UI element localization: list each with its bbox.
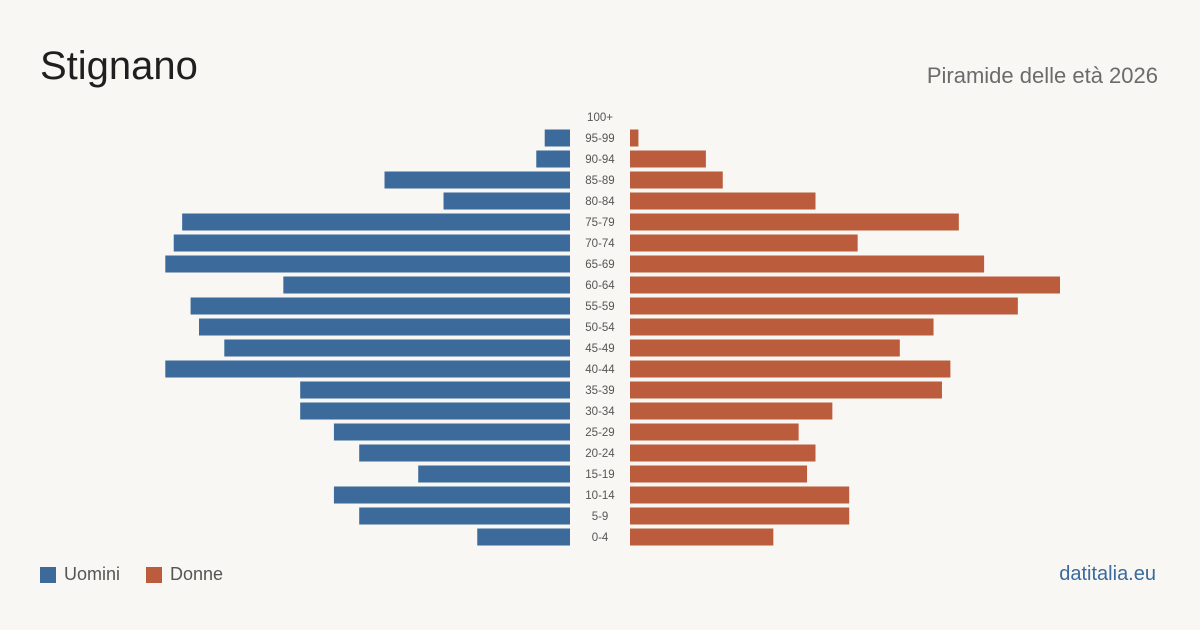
bar-women-90-94 xyxy=(630,150,706,168)
bar-women-10-14 xyxy=(630,486,850,504)
bar-women-75-79 xyxy=(630,213,959,231)
bar-men-75-79 xyxy=(182,213,570,231)
legend-item-women: Donne xyxy=(146,564,223,585)
bar-women-30-34 xyxy=(630,402,833,420)
bar-women-50-54 xyxy=(630,318,934,336)
age-label-100+: 100+ xyxy=(587,112,613,124)
age-label-70-74: 70-74 xyxy=(585,238,615,250)
legend-swatch-women xyxy=(146,566,163,583)
bar-men-25-29 xyxy=(333,423,570,441)
bar-men-10-14 xyxy=(333,486,570,504)
bar-men-45-49 xyxy=(224,339,570,357)
bar-women-15-19 xyxy=(630,465,808,483)
bar-women-60-64 xyxy=(630,276,1060,294)
age-label-95-99: 95-99 xyxy=(585,133,614,145)
age-label-25-29: 25-29 xyxy=(585,427,614,439)
bar-women-45-49 xyxy=(630,339,900,357)
bar-men-30-34 xyxy=(300,402,570,420)
chart-legend: Uomini Donne xyxy=(40,564,249,585)
age-label-20-24: 20-24 xyxy=(585,448,615,460)
age-label-30-34: 30-34 xyxy=(585,406,615,418)
bar-women-55-59 xyxy=(630,297,1018,315)
chart-subtitle: Piramide delle età 2026 xyxy=(926,63,1158,88)
age-label-75-79: 75-79 xyxy=(585,217,614,229)
age-label-0-4: 0-4 xyxy=(592,532,609,544)
bar-women-70-74 xyxy=(630,234,858,252)
age-label-5-9: 5-9 xyxy=(592,511,609,523)
bar-men-50-54 xyxy=(199,318,571,336)
bar-men-65-69 xyxy=(165,255,570,273)
bar-men-35-39 xyxy=(300,381,570,399)
bar-men-55-59 xyxy=(190,297,570,315)
bar-men-20-24 xyxy=(359,444,570,462)
age-label-85-89: 85-89 xyxy=(585,175,614,187)
age-label-60-64: 60-64 xyxy=(585,280,615,292)
age-label-50-54: 50-54 xyxy=(585,322,615,334)
age-label-10-14: 10-14 xyxy=(585,490,615,502)
bar-men-5-9 xyxy=(359,507,570,525)
chart-title: Stignano xyxy=(40,44,198,88)
bar-men-60-64 xyxy=(283,276,570,294)
bar-men-40-44 xyxy=(165,360,570,378)
bar-women-20-24 xyxy=(630,444,816,462)
legend-item-men: Uomini xyxy=(40,564,120,585)
bar-women-25-29 xyxy=(630,423,799,441)
age-label-45-49: 45-49 xyxy=(585,343,614,355)
bar-women-0-4 xyxy=(630,528,774,546)
age-label-65-69: 65-69 xyxy=(585,259,614,271)
bar-women-35-39 xyxy=(630,381,942,399)
age-label-80-84: 80-84 xyxy=(585,196,615,208)
bar-men-90-94 xyxy=(536,150,570,168)
bar-women-40-44 xyxy=(630,360,951,378)
bar-women-5-9 xyxy=(630,507,850,525)
age-label-55-59: 55-59 xyxy=(585,301,614,313)
bar-men-80-84 xyxy=(443,192,570,210)
bar-women-95-99 xyxy=(630,129,639,147)
age-label-40-44: 40-44 xyxy=(585,364,615,376)
bar-women-85-89 xyxy=(630,171,723,189)
age-label-90-94: 90-94 xyxy=(585,154,615,166)
legend-label-men: Uomini xyxy=(64,564,121,584)
legend-swatch-men xyxy=(40,566,56,583)
bar-men-70-74 xyxy=(173,234,570,252)
source-link[interactable]: datitalia.eu xyxy=(1059,563,1156,585)
age-label-35-39: 35-39 xyxy=(585,385,614,397)
legend-label-women: Donne xyxy=(170,564,224,584)
age-label-15-19: 15-19 xyxy=(585,469,614,481)
bar-women-65-69 xyxy=(630,255,985,273)
bar-men-15-19 xyxy=(418,465,570,483)
bar-men-0-4 xyxy=(477,528,570,546)
bar-men-95-99 xyxy=(544,129,570,147)
bar-women-80-84 xyxy=(630,192,816,210)
bar-men-85-89 xyxy=(384,171,570,189)
